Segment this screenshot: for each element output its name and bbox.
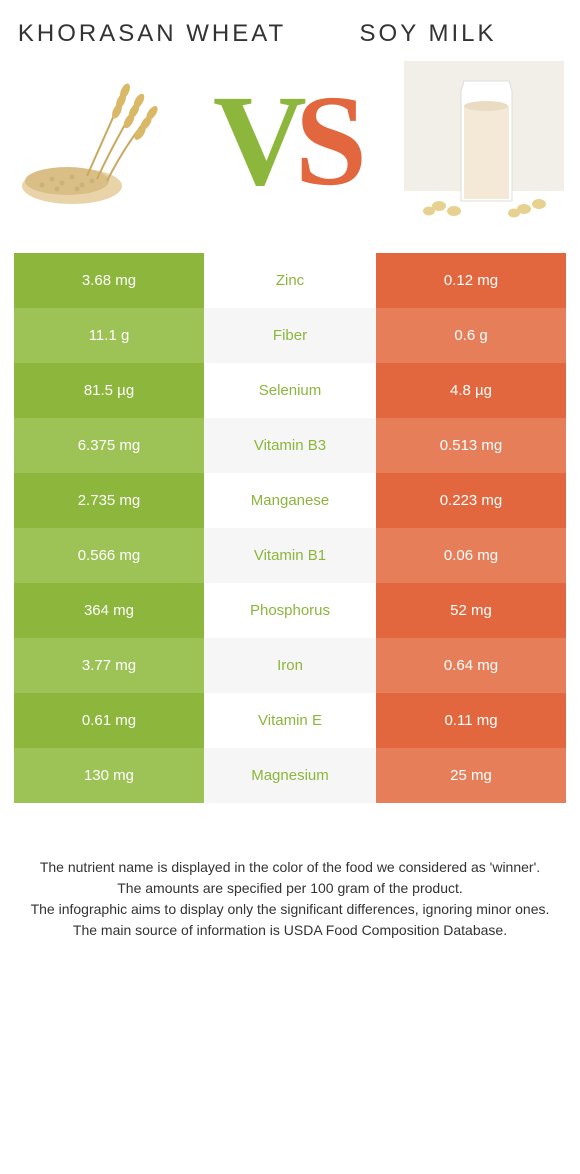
table-row: 11.1 gFiber0.6 g [14, 308, 566, 363]
table-row: 3.77 mgIron0.64 mg [14, 638, 566, 693]
left-value-cell: 81.5 µg [14, 363, 204, 418]
nutrient-name-cell: Vitamin B3 [204, 418, 376, 473]
right-value-cell: 0.6 g [376, 308, 566, 363]
right-value-cell: 0.513 mg [376, 418, 566, 473]
left-value-cell: 3.68 mg [14, 253, 204, 308]
nutrient-name-cell: Fiber [204, 308, 376, 363]
wheat-icon [17, 61, 177, 221]
images-row: VS [14, 58, 566, 223]
right-value-cell: 52 mg [376, 583, 566, 638]
footer-line-2: The amounts are specified per 100 gram o… [24, 879, 556, 898]
vs-label: VS [220, 71, 360, 211]
table-row: 81.5 µgSelenium4.8 µg [14, 363, 566, 418]
left-value-cell: 3.77 mg [14, 638, 204, 693]
nutrient-name-cell: Vitamin E [204, 693, 376, 748]
right-value-cell: 0.64 mg [376, 638, 566, 693]
left-value-cell: 130 mg [14, 748, 204, 803]
right-food-title: Soy milk [290, 20, 566, 48]
right-value-cell: 0.223 mg [376, 473, 566, 528]
left-value-cell: 11.1 g [14, 308, 204, 363]
nutrient-name-cell: Selenium [204, 363, 376, 418]
footer-notes: The nutrient name is displayed in the co… [14, 858, 566, 940]
table-row: 130 mgMagnesium25 mg [14, 748, 566, 803]
table-row: 6.375 mgVitamin B30.513 mg [14, 418, 566, 473]
vs-v-letter: V [213, 76, 307, 206]
nutrient-name-cell: Vitamin B1 [204, 528, 376, 583]
nutrient-name-cell: Iron [204, 638, 376, 693]
left-value-cell: 2.735 mg [14, 473, 204, 528]
nutrient-name-cell: Manganese [204, 473, 376, 528]
right-value-cell: 0.06 mg [376, 528, 566, 583]
comparison-table: 3.68 mgZinc0.12 mg11.1 gFiber0.6 g81.5 µ… [14, 253, 566, 803]
table-row: 0.566 mgVitamin B10.06 mg [14, 528, 566, 583]
left-value-cell: 364 mg [14, 583, 204, 638]
right-value-cell: 0.11 mg [376, 693, 566, 748]
left-value-cell: 6.375 mg [14, 418, 204, 473]
footer-line-1: The nutrient name is displayed in the co… [24, 858, 556, 877]
right-value-cell: 25 mg [376, 748, 566, 803]
header-row: Khorasan wheat Soy milk [14, 20, 566, 48]
infographic-container: Khorasan wheat Soy milk [0, 0, 580, 940]
soymilk-icon [404, 61, 564, 221]
nutrient-name-cell: Phosphorus [204, 583, 376, 638]
wheat-image [14, 58, 179, 223]
left-value-cell: 0.566 mg [14, 528, 204, 583]
right-value-cell: 0.12 mg [376, 253, 566, 308]
table-row: 0.61 mgVitamin E0.11 mg [14, 693, 566, 748]
left-value-cell: 0.61 mg [14, 693, 204, 748]
table-row: 364 mgPhosphorus52 mg [14, 583, 566, 638]
nutrient-name-cell: Zinc [204, 253, 376, 308]
vs-s-letter: S [295, 76, 367, 206]
table-row: 3.68 mgZinc0.12 mg [14, 253, 566, 308]
footer-line-4: The main source of information is USDA F… [24, 921, 556, 940]
right-value-cell: 4.8 µg [376, 363, 566, 418]
table-row: 2.735 mgManganese0.223 mg [14, 473, 566, 528]
left-food-title: Khorasan wheat [14, 20, 290, 48]
nutrient-name-cell: Magnesium [204, 748, 376, 803]
footer-line-3: The infographic aims to display only the… [24, 900, 556, 919]
soymilk-image [401, 58, 566, 223]
